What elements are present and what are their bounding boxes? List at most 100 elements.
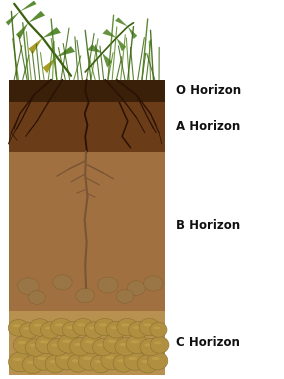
Ellipse shape [45, 327, 53, 329]
Ellipse shape [70, 338, 91, 356]
Ellipse shape [144, 343, 153, 346]
Ellipse shape [133, 326, 141, 329]
Polygon shape [116, 38, 126, 51]
Ellipse shape [105, 356, 114, 359]
Ellipse shape [88, 327, 96, 329]
Ellipse shape [26, 361, 35, 364]
Ellipse shape [51, 343, 60, 346]
Ellipse shape [119, 343, 128, 346]
Polygon shape [43, 27, 61, 38]
Ellipse shape [143, 323, 151, 326]
Ellipse shape [153, 326, 160, 329]
Ellipse shape [77, 323, 85, 326]
Ellipse shape [95, 360, 103, 363]
Ellipse shape [121, 323, 129, 326]
Ellipse shape [81, 335, 103, 354]
Polygon shape [128, 27, 137, 39]
Ellipse shape [13, 336, 35, 354]
Ellipse shape [117, 318, 138, 336]
Polygon shape [103, 29, 116, 38]
Ellipse shape [128, 357, 137, 360]
Ellipse shape [126, 335, 148, 354]
Ellipse shape [98, 277, 118, 293]
Ellipse shape [18, 341, 26, 344]
Ellipse shape [53, 275, 72, 290]
Ellipse shape [140, 338, 161, 356]
Ellipse shape [73, 318, 94, 336]
Ellipse shape [68, 354, 89, 372]
Polygon shape [87, 44, 102, 53]
Ellipse shape [12, 324, 20, 327]
Polygon shape [20, 1, 36, 11]
Ellipse shape [8, 319, 29, 336]
Ellipse shape [25, 339, 46, 356]
Text: O Horizon: O Horizon [176, 85, 241, 97]
Ellipse shape [116, 290, 134, 303]
Ellipse shape [97, 343, 105, 346]
Bar [9, 80, 165, 102]
Ellipse shape [103, 334, 126, 353]
Ellipse shape [47, 338, 68, 356]
Text: C Horizon: C Horizon [176, 337, 240, 349]
Ellipse shape [45, 355, 66, 373]
Ellipse shape [62, 321, 83, 338]
Ellipse shape [83, 357, 92, 360]
Ellipse shape [85, 340, 94, 343]
Ellipse shape [150, 337, 169, 353]
Ellipse shape [113, 354, 134, 372]
Ellipse shape [58, 334, 80, 353]
Text: A Horizon: A Horizon [176, 121, 240, 133]
Bar [9, 311, 165, 375]
Ellipse shape [66, 326, 74, 329]
Ellipse shape [101, 350, 124, 370]
Ellipse shape [41, 322, 60, 338]
Ellipse shape [55, 350, 78, 370]
Ellipse shape [124, 351, 146, 370]
Ellipse shape [74, 343, 83, 346]
Ellipse shape [20, 323, 39, 338]
Polygon shape [29, 38, 43, 54]
Ellipse shape [84, 322, 104, 338]
Ellipse shape [106, 321, 127, 338]
Ellipse shape [28, 291, 45, 304]
Ellipse shape [110, 326, 118, 329]
Ellipse shape [129, 321, 149, 338]
Ellipse shape [29, 344, 37, 347]
Ellipse shape [91, 355, 111, 373]
Ellipse shape [40, 340, 49, 343]
Polygon shape [16, 23, 28, 39]
Polygon shape [6, 11, 20, 25]
Ellipse shape [93, 338, 114, 356]
Ellipse shape [51, 318, 72, 336]
Polygon shape [57, 46, 75, 57]
Polygon shape [28, 11, 45, 23]
Ellipse shape [154, 341, 162, 344]
Text: B Horizon: B Horizon [176, 219, 240, 232]
Ellipse shape [117, 359, 126, 362]
Bar [9, 152, 165, 311]
Ellipse shape [151, 357, 160, 360]
Ellipse shape [37, 357, 46, 360]
Polygon shape [102, 53, 112, 67]
Ellipse shape [60, 356, 69, 359]
Ellipse shape [137, 355, 158, 373]
Ellipse shape [62, 340, 71, 343]
Ellipse shape [115, 338, 137, 356]
Ellipse shape [131, 340, 139, 343]
Ellipse shape [33, 351, 55, 370]
Polygon shape [43, 57, 57, 73]
Ellipse shape [55, 323, 64, 326]
Ellipse shape [141, 360, 150, 363]
Ellipse shape [144, 276, 163, 291]
Ellipse shape [127, 281, 145, 295]
Ellipse shape [24, 327, 31, 330]
Bar [9, 102, 165, 152]
Ellipse shape [99, 323, 107, 326]
Ellipse shape [34, 324, 42, 327]
Ellipse shape [78, 351, 101, 370]
Ellipse shape [76, 288, 95, 303]
Ellipse shape [13, 358, 22, 361]
Ellipse shape [49, 360, 57, 363]
Ellipse shape [35, 335, 57, 354]
Ellipse shape [9, 352, 31, 372]
